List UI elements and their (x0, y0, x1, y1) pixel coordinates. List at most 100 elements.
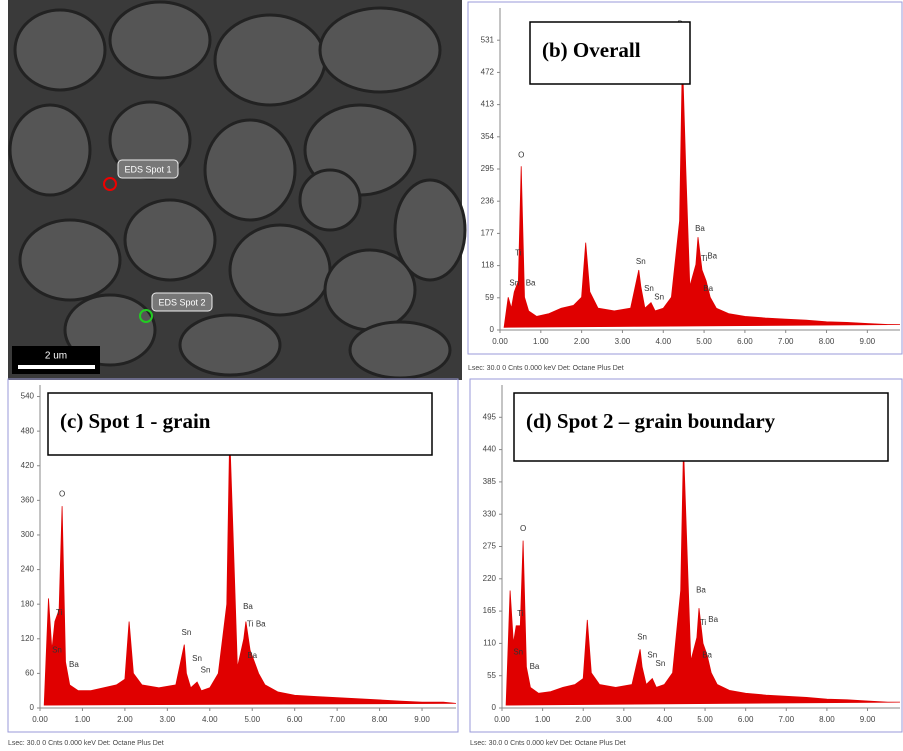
peak-label: Ti (56, 608, 63, 617)
peak-label: Sn (654, 292, 664, 301)
figure: EDS Spot 1 EDS Spot 2 2 um 0 59 118 177 236 2… (0, 0, 903, 751)
peak-label: Sn (513, 647, 523, 656)
x-tick-label: 0.00 (32, 715, 48, 724)
y-tick-label: 413 (481, 100, 495, 109)
spectrum (44, 434, 456, 705)
y-tick-label: 354 (481, 132, 495, 141)
spectrum (504, 57, 900, 327)
x-tick-label: 7.00 (329, 715, 345, 724)
y-tick-label: 120 (21, 634, 35, 643)
x-tick-label: 2.00 (575, 715, 591, 724)
y-tick-label: 295 (481, 164, 495, 173)
peak-label: Ba (703, 284, 713, 293)
peak-label: Ba (695, 224, 705, 233)
x-tick-label: 6.00 (738, 715, 754, 724)
y-tick-label: 330 (483, 509, 497, 518)
y-tick-label: 60 (25, 669, 34, 678)
y-tick-label: 360 (21, 495, 35, 504)
x-tick-label: 3.00 (160, 715, 176, 724)
peak-label: Ba (530, 662, 540, 671)
y-tick-label: 480 (21, 426, 35, 435)
y-tick-label: 0 (30, 703, 35, 712)
peak-label: Sn (637, 633, 647, 642)
y-tick-label: 420 (21, 461, 35, 470)
y-tick-label: 240 (21, 565, 35, 574)
x-tick-label: 2.00 (574, 337, 590, 346)
peak-label: Sn (509, 279, 519, 288)
y-tick-label: 495 (483, 412, 497, 421)
peak-label: Sn (644, 284, 654, 293)
x-tick-label: 6.00 (737, 337, 753, 346)
x-tick-label: 8.00 (819, 337, 835, 346)
x-tick-label: 0.00 (492, 337, 508, 346)
y-tick-label: 118 (481, 261, 494, 270)
scale-bar-label: 2 um (45, 351, 67, 362)
x-tick-label: 9.00 (860, 715, 876, 724)
peak-label: Sn (636, 257, 646, 266)
x-tick-label: 1.00 (75, 715, 91, 724)
panel-label: (b) Overall (542, 38, 641, 62)
peak-label: Ba (708, 615, 718, 624)
peak-label: Ba (696, 586, 706, 595)
peak-label: Ti (515, 249, 522, 258)
spectrum (506, 447, 900, 705)
y-tick-label: 531 (481, 35, 495, 44)
footer: Lsec: 30.0 0 Cnts 0.000 keV Det: Octane … (470, 740, 626, 747)
y-tick-label: 59 (485, 293, 494, 302)
y-tick-label: 385 (483, 477, 497, 486)
y-tick-label: 0 (492, 703, 497, 712)
peak-label: Ba (69, 660, 79, 669)
x-tick-label: 4.00 (655, 337, 671, 346)
x-tick-label: 3.00 (615, 337, 631, 346)
x-tick-label: 9.00 (860, 337, 876, 346)
y-tick-label: 55 (487, 671, 496, 680)
x-tick-label: 5.00 (244, 715, 260, 724)
peak-label: O (59, 490, 65, 499)
peak-label: Sn (182, 628, 192, 637)
y-tick-label: 540 (21, 392, 35, 401)
peak-label: Ti (517, 609, 524, 618)
peak-label: Ba (247, 651, 257, 660)
peak-label: Sn (201, 666, 211, 675)
sem-image: EDS Spot 1 EDS Spot 2 2 um (8, 0, 465, 380)
panel-label: (c) Spot 1 - grain (60, 409, 211, 433)
x-tick-label: 5.00 (696, 337, 712, 346)
peak-label: Ba (243, 602, 253, 611)
spot-label: EDS Spot 2 (158, 297, 205, 307)
peak-label: Ti (247, 619, 254, 628)
peak-label: Ti (700, 618, 707, 627)
x-tick-label: 4.00 (202, 715, 218, 724)
x-tick-label: 2.00 (117, 715, 133, 724)
footer: Lsec: 30.0 0 Cnts 0.000 keV Det: Octane … (468, 365, 624, 372)
footer: Lsec: 30.0 0 Cnts 0.000 keV Det: Octane … (8, 740, 164, 747)
y-tick-label: 220 (483, 574, 497, 583)
peak-label: Ba (702, 650, 712, 659)
y-tick-label: 440 (483, 445, 497, 454)
peak-label: Sn (52, 645, 62, 654)
y-tick-label: 180 (21, 599, 35, 608)
peak-label: Ba (526, 279, 536, 288)
y-tick-label: 110 (483, 639, 496, 648)
x-tick-label: 8.00 (819, 715, 835, 724)
x-tick-label: 1.00 (533, 337, 549, 346)
x-tick-label: 8.00 (372, 715, 388, 724)
y-tick-label: 0 (490, 325, 495, 334)
y-tick-label: 165 (483, 606, 497, 615)
x-tick-label: 9.00 (414, 715, 430, 724)
y-tick-label: 300 (21, 530, 35, 539)
peak-label: O (518, 150, 524, 159)
x-tick-label: 6.00 (287, 715, 303, 724)
x-tick-label: 1.00 (535, 715, 551, 724)
x-tick-label: 5.00 (697, 715, 713, 724)
x-tick-label: 7.00 (778, 715, 794, 724)
peak-label: Sn (655, 659, 665, 668)
x-tick-label: 4.00 (657, 715, 673, 724)
y-tick-label: 177 (481, 229, 495, 238)
y-tick-label: 236 (481, 196, 495, 205)
peak-label: Sn (647, 650, 657, 659)
peak-label: O (520, 524, 526, 533)
x-tick-label: 3.00 (616, 715, 632, 724)
x-tick-label: 0.00 (494, 715, 510, 724)
x-tick-label: 7.00 (778, 337, 794, 346)
peak-label: Ba (256, 619, 266, 628)
